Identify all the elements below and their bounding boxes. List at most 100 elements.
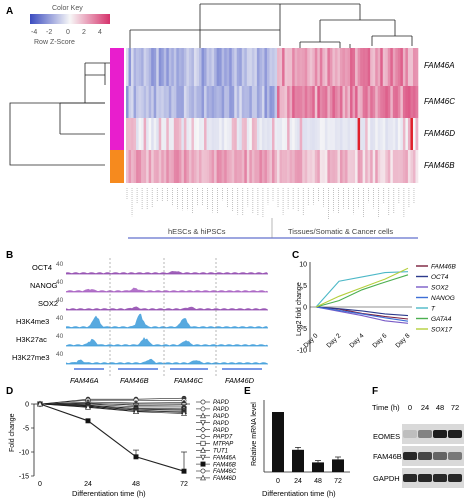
gene-label: FAM46C (174, 376, 204, 385)
c-y-axis-label: Log2 fold change (296, 282, 303, 336)
heatmap-cell (274, 86, 278, 118)
d-point (133, 408, 139, 414)
heatmap-cell (156, 118, 160, 150)
heatmap-cell (322, 48, 326, 86)
heatmap-cell (178, 150, 182, 183)
blot-band (403, 474, 417, 482)
heatmap-cell (259, 86, 263, 118)
heatmap-cell (362, 118, 366, 150)
heatmap-cell (251, 150, 255, 183)
track-signal (66, 271, 268, 274)
heatmap-cell (168, 118, 172, 150)
blots (402, 424, 464, 488)
tracks (66, 271, 268, 365)
track-scale: 40 (56, 333, 64, 340)
heatmap-cell (206, 118, 210, 150)
d-legend-marker (200, 420, 206, 426)
heatmap-cell (254, 48, 258, 86)
heatmap-cell (128, 150, 132, 183)
heatmap-cell (259, 150, 263, 183)
heatmap-cell (405, 48, 409, 86)
heatmap-cell (319, 86, 323, 118)
heatmap-cell (350, 48, 353, 86)
heatmap-cell (234, 48, 238, 86)
heatmap-cell (402, 48, 406, 86)
heatmap-cell (171, 118, 175, 150)
heatmap-cell (377, 48, 381, 86)
heatmap-cell (365, 48, 368, 86)
heatmap-cell (199, 150, 202, 183)
heatmap-cell (166, 86, 170, 118)
c-legend: FAM46B OCT4 SOX2 NANOG T GATA4 SOX17 (416, 264, 456, 334)
heatmap-cell (206, 48, 210, 86)
heatmap-cell (211, 48, 215, 86)
heatmap-cell (136, 86, 139, 118)
d-series-line (39, 401, 185, 405)
heatmap-cell (362, 86, 366, 118)
heatmap-cell (279, 86, 283, 118)
heatmap-cell (224, 86, 227, 118)
heatmap-cell (402, 150, 406, 183)
heatmap-cell (324, 118, 328, 150)
panel-e: Relative mRNA level Differentiation time… (251, 400, 350, 498)
heatmap-cell (183, 48, 187, 86)
heatmap-cell (226, 48, 230, 86)
track-signal (66, 358, 268, 364)
heatmap-cell (209, 150, 212, 183)
heatmap-cell (254, 86, 258, 118)
heatmap-cell (178, 86, 182, 118)
heatmap-cell (241, 118, 245, 150)
c-x-tick: Day 6 (371, 332, 388, 349)
blot-band (433, 430, 447, 438)
heatmap-cell (173, 48, 177, 86)
heatmap-cell (226, 150, 230, 183)
heatmap-cell (365, 86, 368, 118)
d-x-tick: 72 (180, 481, 188, 488)
heatmap-cell (412, 118, 416, 150)
panel-letter-f: F (372, 386, 378, 397)
heatmap-cell (410, 86, 414, 118)
heatmap-cell (173, 118, 177, 150)
heatmap-cell (390, 150, 394, 183)
d-point (85, 404, 91, 410)
heatmap-cell (181, 150, 185, 183)
blot-label: EOMES (373, 432, 400, 441)
c-legend-label: SOX17 (431, 327, 452, 334)
heatmap-cell (282, 86, 285, 118)
heatmap-cell (342, 86, 346, 118)
heatmap-cell (284, 150, 288, 183)
heatmap-cell (201, 86, 205, 118)
heatmap-cell (136, 48, 139, 86)
d-y-tick: -10 (19, 450, 29, 457)
heatmap-cell (407, 86, 411, 118)
heatmap-cell (370, 150, 373, 183)
heatmap-cell (355, 48, 358, 86)
heatmap-cell (193, 86, 197, 118)
c-legend-label: NANOG (431, 295, 455, 302)
heatmap-cell (264, 118, 268, 150)
heatmap-cell (415, 48, 419, 86)
heatmap-cell (385, 48, 389, 86)
heatmap-cell (345, 150, 348, 183)
track-signal (66, 337, 268, 346)
heatmap-cell (339, 48, 343, 86)
heatmap-cell (138, 86, 142, 118)
d-legend-marker (200, 474, 206, 481)
heatmap-cell (274, 118, 278, 150)
heatmap-cell (234, 118, 238, 150)
c-y-tick: 5 (303, 283, 307, 290)
heatmap-cell (357, 150, 361, 183)
heatmap-cell (181, 86, 185, 118)
heatmap-cell (259, 118, 263, 150)
heatmap-cell (176, 48, 180, 86)
heatmap-cell (347, 150, 351, 183)
heatmap-cell (166, 48, 170, 86)
heatmap-cell (365, 150, 368, 183)
heatmap-cell (370, 86, 373, 118)
c-x-tick: Day 8 (394, 332, 411, 349)
heatmap-cell (294, 118, 298, 150)
heatmap-cell (387, 48, 391, 86)
heatmap-cell (191, 86, 195, 118)
heatmap-cell (199, 118, 202, 150)
heatmap-cell (392, 48, 396, 86)
